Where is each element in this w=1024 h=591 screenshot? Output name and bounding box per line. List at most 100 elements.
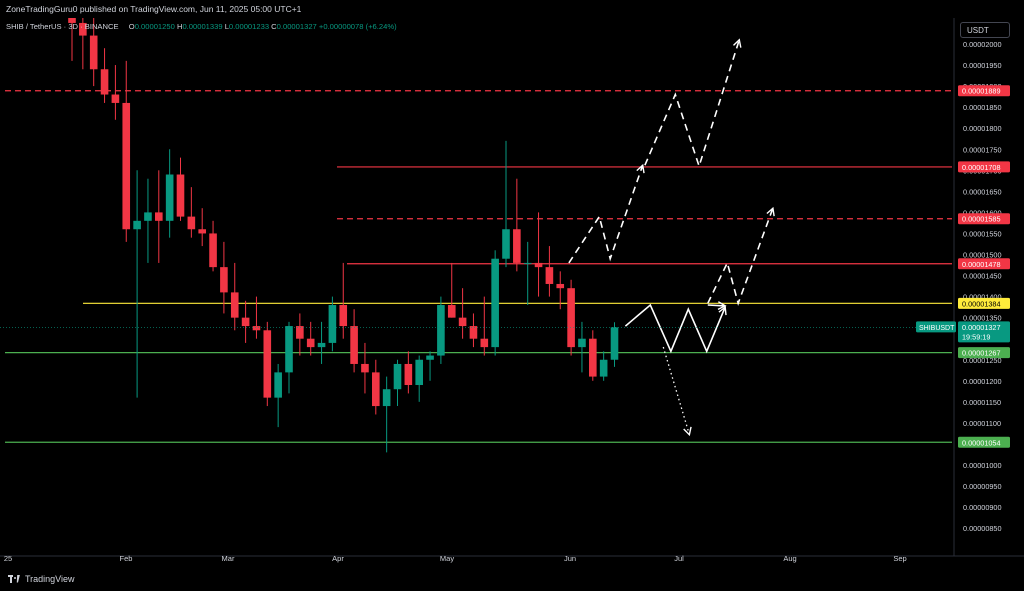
time-axis: 25 Feb Mar Apr May Jun Jul Aug Sep [0,554,1024,563]
legend-l-value: 0.00001233 [228,22,270,31]
projection-drawings [568,38,775,437]
level-price-tag-text: 0.00001478 [962,260,1001,269]
candle-body [545,267,554,284]
candle-body [589,338,597,377]
legend-symbol[interactable]: SHIB / TetherUS · 3D · BINANCE [6,22,119,31]
candle-body [274,372,282,398]
candle-body [599,359,608,377]
level-price-tag [958,213,1010,225]
price-tick-label: 0.00001000 [963,461,1002,470]
legend-h-label: H [176,22,183,31]
candle-body [252,326,261,331]
level-price-tag-text: 0.00001384 [962,299,1001,308]
candle-body [328,305,337,343]
candle-body [372,372,380,407]
projection-path [707,207,774,306]
tradingview-logo-icon [8,574,21,584]
time-tick-label: Apr [332,554,344,563]
projection-path [624,303,726,354]
candle-body [382,389,391,407]
candle-body [578,338,586,348]
price-tick-label: 0.00001650 [963,187,1002,196]
symbol-tag-text: SHIBUSDT [919,325,955,332]
legend: SHIB / TetherUS · 3D · BINANCE O 0.000012… [6,22,397,31]
price-tick-label: 0.00001550 [963,229,1002,238]
projection-path [644,39,741,169]
projection-arrowhead [766,206,775,217]
projection-arrowhead [717,301,727,310]
candle-body [79,22,87,36]
candle-body [317,342,326,348]
time-tick-label: May [440,554,454,563]
candle-body [361,363,369,373]
candle-body [534,262,543,268]
price-tick-label: 0.00001850 [963,103,1002,112]
level-price-tag-text: 0.00001889 [962,87,1001,96]
candle-body [122,102,131,230]
time-tick-label: Feb [120,554,133,563]
candle-body [610,327,619,360]
level-price-tag-text: 0.00001585 [962,215,1001,224]
legend-change: +0.00000078 (+6.24%) [318,22,397,31]
price-tick-label: 0.00001200 [963,377,1002,386]
projection-arrowhead [718,305,727,316]
tradingview-brand: TradingView [25,574,75,584]
projection-path [662,346,691,435]
candle-body [89,35,98,70]
level-price-tag-text: 0.00001054 [962,438,1001,447]
price-tick-label: 0.00001100 [963,419,1001,428]
price-axis-labels: 0.00001889 0.00001708 0.00001585 0.00001478… [916,85,1010,448]
level-price-tag [958,85,1010,97]
level-price-tag [958,161,1010,173]
candle-body [415,359,423,386]
candle-body [285,326,293,373]
price-tick-label: 0.00000950 [963,482,1002,491]
level-price-tag [958,258,1010,270]
tradingview-logo[interactable]: TradingView [8,574,75,584]
candle-body [556,283,565,289]
projection-arrowhead [733,38,742,48]
projection-path [707,304,726,307]
candle-body [567,288,575,348]
price-tick-label: 0.00001800 [963,124,1002,133]
price-tick-label: 0.00000900 [963,503,1002,512]
candle-body [220,267,228,293]
candle-body [144,212,152,221]
candle-body [176,174,185,217]
candle-body [263,330,272,398]
price-tick-label: 0.00001400 [963,293,1002,302]
candle-body [480,338,489,348]
candle-body [241,317,250,327]
candle-body [155,212,163,221]
candle-body [230,292,239,318]
candlestick-series [68,0,619,453]
candle-body [523,262,532,264]
legend-o-label: O [128,22,135,31]
projection-path [568,164,644,264]
current-price-text: 0.00001327 [962,323,1001,332]
candle-body [187,216,196,230]
currency-unit-button[interactable]: USDT [960,22,1010,38]
candle-body [111,94,120,103]
candle-body [491,258,499,348]
symbol-tag [916,321,956,333]
price-tick-label: 0.00001350 [963,314,1002,323]
horizontal-levels [5,90,952,443]
candle-body [100,69,109,95]
candle-body [350,326,358,364]
price-tick-label: 0.00001450 [963,272,1002,281]
time-tick-label: Aug [783,554,796,563]
price-tick-label: 0.00001600 [963,208,1002,217]
publish-line: ZoneTradingGuru0 published on TradingVie… [6,4,302,14]
legend-l-label: L [224,22,229,31]
price-tick-label: 0.00001500 [963,251,1002,260]
time-tick-label: Jul [674,554,684,563]
projection-arrowhead [636,163,645,174]
price-tick-label: 0.00001250 [963,356,1002,365]
candle-body [404,363,413,386]
time-tick-label: Mar [222,554,235,563]
candle-body [133,220,141,230]
legend-c-label: C [271,22,277,31]
price-tick-label: 0.00002000 [963,40,1002,49]
